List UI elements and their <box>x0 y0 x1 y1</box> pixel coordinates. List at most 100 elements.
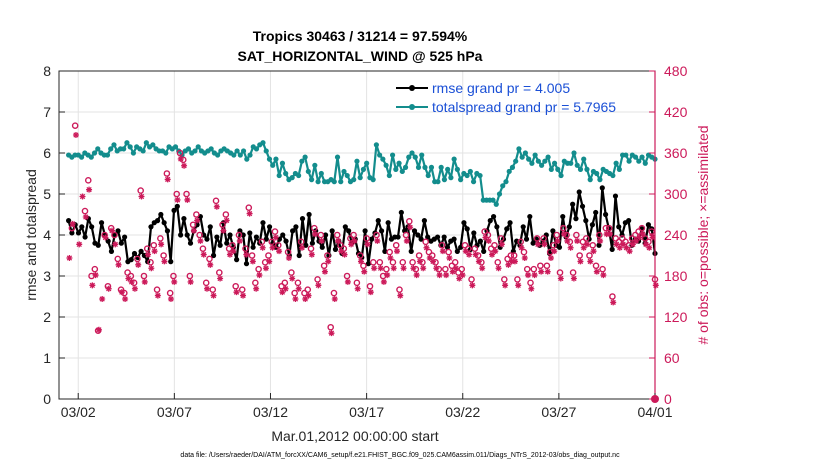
obs-assimilated-point <box>584 241 591 248</box>
rmse-point <box>250 244 256 250</box>
obs-assimilated-point <box>361 268 368 275</box>
obs-assimilated-point <box>593 268 600 275</box>
totalspread-line <box>68 141 656 206</box>
totalspread-point <box>500 183 506 189</box>
x-tick-label: 03/12 <box>253 404 288 420</box>
y-right-tick-label: 0 <box>664 391 672 407</box>
totalspread-point <box>244 156 250 162</box>
totalspread-point <box>289 175 295 181</box>
obs-assimilated-point <box>154 292 161 299</box>
y-right-tick-label: 300 <box>664 186 688 202</box>
obs-assimilated-point <box>544 268 551 275</box>
totalspread-point <box>616 166 622 172</box>
y-right-tick-label: 180 <box>664 268 688 284</box>
y-axis-label-left: rmse and totalspread <box>23 169 39 301</box>
obs-assimilated-point <box>335 237 342 244</box>
obs-assimilated-point <box>639 231 646 238</box>
axes-layer: 03/02 03/07 03/12 03/17 03/22 03/27 04/0101234… <box>43 63 687 420</box>
obs-possible-point <box>68 224 76 232</box>
obs-possible-point <box>248 252 256 259</box>
rmse-point <box>645 222 652 228</box>
obs-possible-point <box>199 245 207 252</box>
obs-possible-point <box>497 235 505 242</box>
rmse-point <box>128 257 134 263</box>
rmse-point <box>490 213 497 220</box>
obs-possible-point <box>648 228 656 235</box>
obs-possible-point <box>91 265 99 273</box>
totalspread-point <box>623 152 629 158</box>
obs-possible-point <box>445 248 452 256</box>
totalspread-point <box>532 152 538 158</box>
obs-possible-point <box>229 241 236 249</box>
y-right-tick-label: 360 <box>664 145 688 161</box>
totalspread-point <box>642 160 648 166</box>
rmse-point <box>82 234 88 240</box>
obs-assimilated-point <box>439 248 446 255</box>
totalspread-point <box>315 179 321 185</box>
rmse-point <box>425 234 431 240</box>
obs-assimilated-point <box>374 237 381 244</box>
rmse-point <box>375 218 381 224</box>
rmse-point <box>174 203 180 209</box>
rmse-point <box>69 230 75 236</box>
obs-possible-point <box>255 265 262 273</box>
totalspread-point <box>581 156 587 162</box>
obs-assimilated-point <box>354 285 361 292</box>
obs-possible-point <box>307 245 315 252</box>
totalspread-point <box>396 160 402 166</box>
obs-assimilated-point <box>295 285 302 292</box>
obs-assimilated-point <box>456 275 463 282</box>
totalspread-point <box>636 158 642 164</box>
totalspread-point <box>140 148 146 154</box>
obs-assimilated-point <box>564 237 571 244</box>
totalspread-point <box>610 172 616 179</box>
totalspread-point <box>535 158 541 164</box>
obs-assimilated-point <box>390 265 397 272</box>
rmse-point <box>451 236 457 242</box>
rmse-point <box>369 236 375 242</box>
obs-possible-point <box>553 231 561 239</box>
obs-assimilated-point <box>649 234 656 241</box>
obs-possible-point <box>491 241 498 249</box>
obs-assimilated-point <box>561 231 568 238</box>
totalspread-point <box>412 154 418 160</box>
obs-possible-point <box>353 279 361 287</box>
obs-possible-point <box>150 241 158 249</box>
obs-possible-point <box>160 252 167 259</box>
totalspread-point <box>548 166 554 172</box>
obs-possible-point <box>271 228 279 235</box>
obs-assimilated-point <box>472 251 479 258</box>
obs-assimilated-point <box>547 255 554 261</box>
rmse-point <box>115 228 121 234</box>
totalspread-point <box>266 156 273 162</box>
series-layer <box>66 122 659 337</box>
totalspread-point <box>470 179 477 185</box>
totalspread-point <box>260 140 266 146</box>
y-tick-label: 7 <box>43 104 51 120</box>
obs-possible-point <box>261 259 269 266</box>
obs-possible-point <box>157 235 164 242</box>
totalspread-point <box>215 152 221 158</box>
totalspread-point <box>127 144 133 150</box>
obs-assimilated-point <box>394 248 401 255</box>
obs-possible-point <box>216 269 223 276</box>
obs-possible-point <box>81 207 89 215</box>
obs-possible-point <box>294 279 302 287</box>
rmse-point <box>385 220 391 226</box>
obs-assimilated-point <box>145 251 152 258</box>
rmse-point <box>303 242 309 248</box>
totalspread-point <box>111 142 117 148</box>
totalspread-point <box>509 164 516 170</box>
totalspread-point <box>558 172 564 179</box>
totalspread-point <box>263 148 269 154</box>
rmse-point <box>332 246 339 252</box>
totalspread-point <box>296 172 302 179</box>
obs-possible-point <box>71 122 79 129</box>
obs-assimilated-point <box>446 255 453 261</box>
totalspread-point <box>613 160 619 166</box>
totalspread-point <box>338 179 344 185</box>
obs-assimilated-point <box>531 272 538 279</box>
y-tick-label: 5 <box>43 186 51 202</box>
totalspread-point <box>279 160 286 166</box>
